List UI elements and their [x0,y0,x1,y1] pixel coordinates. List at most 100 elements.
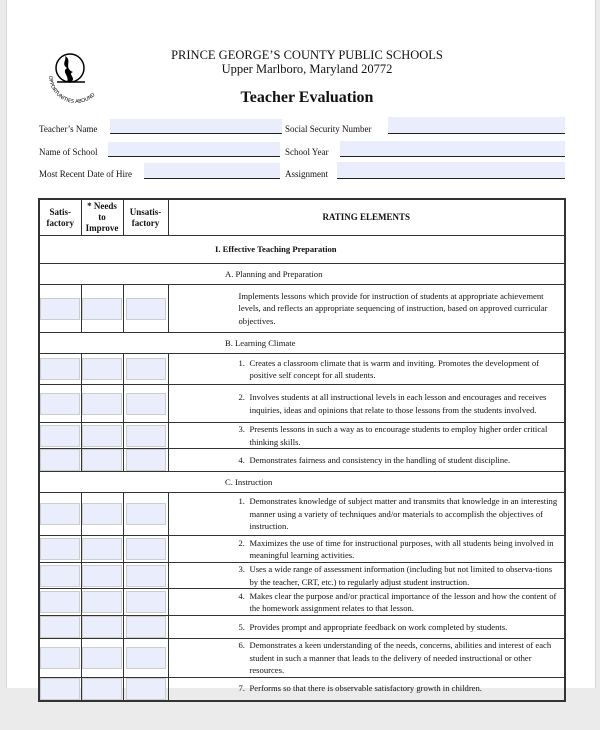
item-text: Creates a classroom climate that is warm… [249,357,540,381]
needs-improve-cell [80,448,124,472]
item-number: 1. [238,496,245,507]
school-label: Name of School [39,147,98,157]
unsatisfactory-checkbox[interactable] [125,449,166,471]
item-number: 6. [238,640,245,650]
satisfactory-checkbox[interactable] [40,392,81,415]
needs-improve-checkbox[interactable] [82,538,122,560]
needs-improve-checkbox[interactable] [82,616,122,638]
needs-improve-checkbox[interactable] [82,646,122,669]
table-header-row: Satis- factory * Needs to Improve Unsati… [38,198,566,236]
satisfactory-checkbox[interactable] [40,424,81,447]
satisfactory-checkbox[interactable] [40,616,81,638]
satisfactory-checkbox[interactable] [40,646,81,669]
unsatisfactory-checkbox[interactable] [125,538,166,560]
item-text: Provides prompt and appropriate feedback… [249,621,508,632]
table-row: 1. Demonstrates knowledge of subject matt… [38,492,566,536]
item-number: 7. [238,683,245,694]
teacher-name-label: Teacher’s Name [39,124,98,134]
table-row: 1. Creates a classroom climate that is wa… [38,353,566,385]
unsatisfactory-checkbox[interactable] [125,616,166,638]
needs-improve-checkbox[interactable] [82,564,122,587]
needs-improve-cell [80,638,124,678]
needs-improve-cell [80,284,124,333]
item-text: Presents lessons in such a way as to enc… [249,424,548,447]
item-text: Involves students at all instructional l… [249,392,547,415]
satisfactory-cell [38,615,82,639]
satisfactory-checkbox[interactable] [40,591,81,613]
needs-improve-checkbox[interactable] [82,503,122,525]
item-number: 1. [238,357,245,368]
satisfactory-checkbox[interactable] [40,564,81,587]
needs-improve-cell [80,492,124,536]
unsatisfactory-cell [122,284,169,333]
table-row: Implements lessons which provide for ins… [38,284,566,333]
ssn-field[interactable] [388,117,565,134]
item-text: Demonstrates knowledge of subject matter… [249,496,558,532]
satisfactory-checkbox[interactable] [40,297,81,320]
needs-improve-checkbox[interactable] [82,358,122,380]
table-row: 5. Provides prompt and appropriate feedba… [38,615,566,639]
item-text: Performs so that there is observable sat… [249,683,482,694]
section-heading: I. Effective Teaching Preparation [38,235,566,264]
table-row: 7. Performs so that there is observable s… [38,676,566,701]
table-row: 2. Involves students at all instructional… [38,384,566,423]
unsatisfactory-checkbox[interactable] [125,591,166,613]
unsatisfactory-cell [122,384,169,423]
unsatisfactory-checkbox[interactable] [125,297,166,320]
unsatisfactory-checkbox[interactable] [125,503,166,525]
col-needs-improve: * Needs to Improve [80,198,124,236]
needs-improve-checkbox[interactable] [82,449,122,471]
table-row: 4. Makes clear the purpose and/or practic… [38,588,566,616]
unsatisfactory-checkbox[interactable] [125,392,166,415]
school-logo: OPPORTUNITIES ABOUND [47,53,97,105]
needs-improve-checkbox[interactable] [82,424,122,447]
needs-improve-checkbox[interactable] [82,591,122,613]
satisfactory-checkbox[interactable] [40,677,81,700]
rating-element: Implements lessons which provide for ins… [167,284,566,333]
teacher-name-field[interactable] [110,119,282,134]
needs-improve-cell [80,562,124,589]
col-rating-elements: RATING ELEMENTS [167,198,566,236]
satisfactory-checkbox[interactable] [40,503,81,525]
satisfactory-cell [38,562,82,589]
needs-improve-cell [80,588,124,616]
rating-element: 2. Involves students at all instructional… [167,384,566,423]
needs-improve-cell [80,384,124,423]
needs-improve-checkbox[interactable] [82,392,122,415]
satisfactory-cell [38,492,82,536]
satisfactory-checkbox[interactable] [40,358,81,380]
satisfactory-cell [38,588,82,616]
hire-date-field[interactable] [144,163,280,179]
ssn-label: Social Security Number [285,124,372,134]
page-title: Teacher Evaluation [240,89,374,106]
rating-element: 2. Maximizes the use of time for instruct… [167,535,566,563]
unsatisfactory-checkbox[interactable] [125,564,166,587]
unsatisfactory-cell [122,448,169,472]
unsatisfactory-cell [122,422,169,449]
unsatisfactory-cell [122,588,169,616]
satisfactory-cell [38,422,82,449]
item-number: 2. [238,392,245,402]
unsatisfactory-cell [122,492,169,536]
section-heading: C. Instruction [38,471,566,493]
item-text: Implements lessons which provide for ins… [238,290,548,326]
section-row: B. Learning Climate [38,332,566,354]
item-number: 4. [238,590,245,601]
unsatisfactory-checkbox[interactable] [125,677,166,700]
item-text: Demonstrates fairness and consistency in… [249,454,511,465]
needs-improve-checkbox[interactable] [82,677,122,700]
section-row: C. Instruction [38,471,566,493]
needs-improve-cell [80,535,124,563]
needs-improve-cell [80,353,124,385]
school-year-field[interactable] [340,141,565,157]
assignment-field[interactable] [337,162,565,179]
rating-element: 4. Demonstrates fairness and consistency … [167,448,566,472]
unsatisfactory-checkbox[interactable] [125,424,166,447]
satisfactory-checkbox[interactable] [40,538,81,560]
item-text: Makes clear the purpose and/or practical… [249,590,557,614]
school-field[interactable] [108,142,280,157]
unsatisfactory-checkbox[interactable] [125,646,166,669]
unsatisfactory-checkbox[interactable] [125,358,166,380]
satisfactory-checkbox[interactable] [40,449,81,471]
needs-improve-checkbox[interactable] [82,297,122,320]
